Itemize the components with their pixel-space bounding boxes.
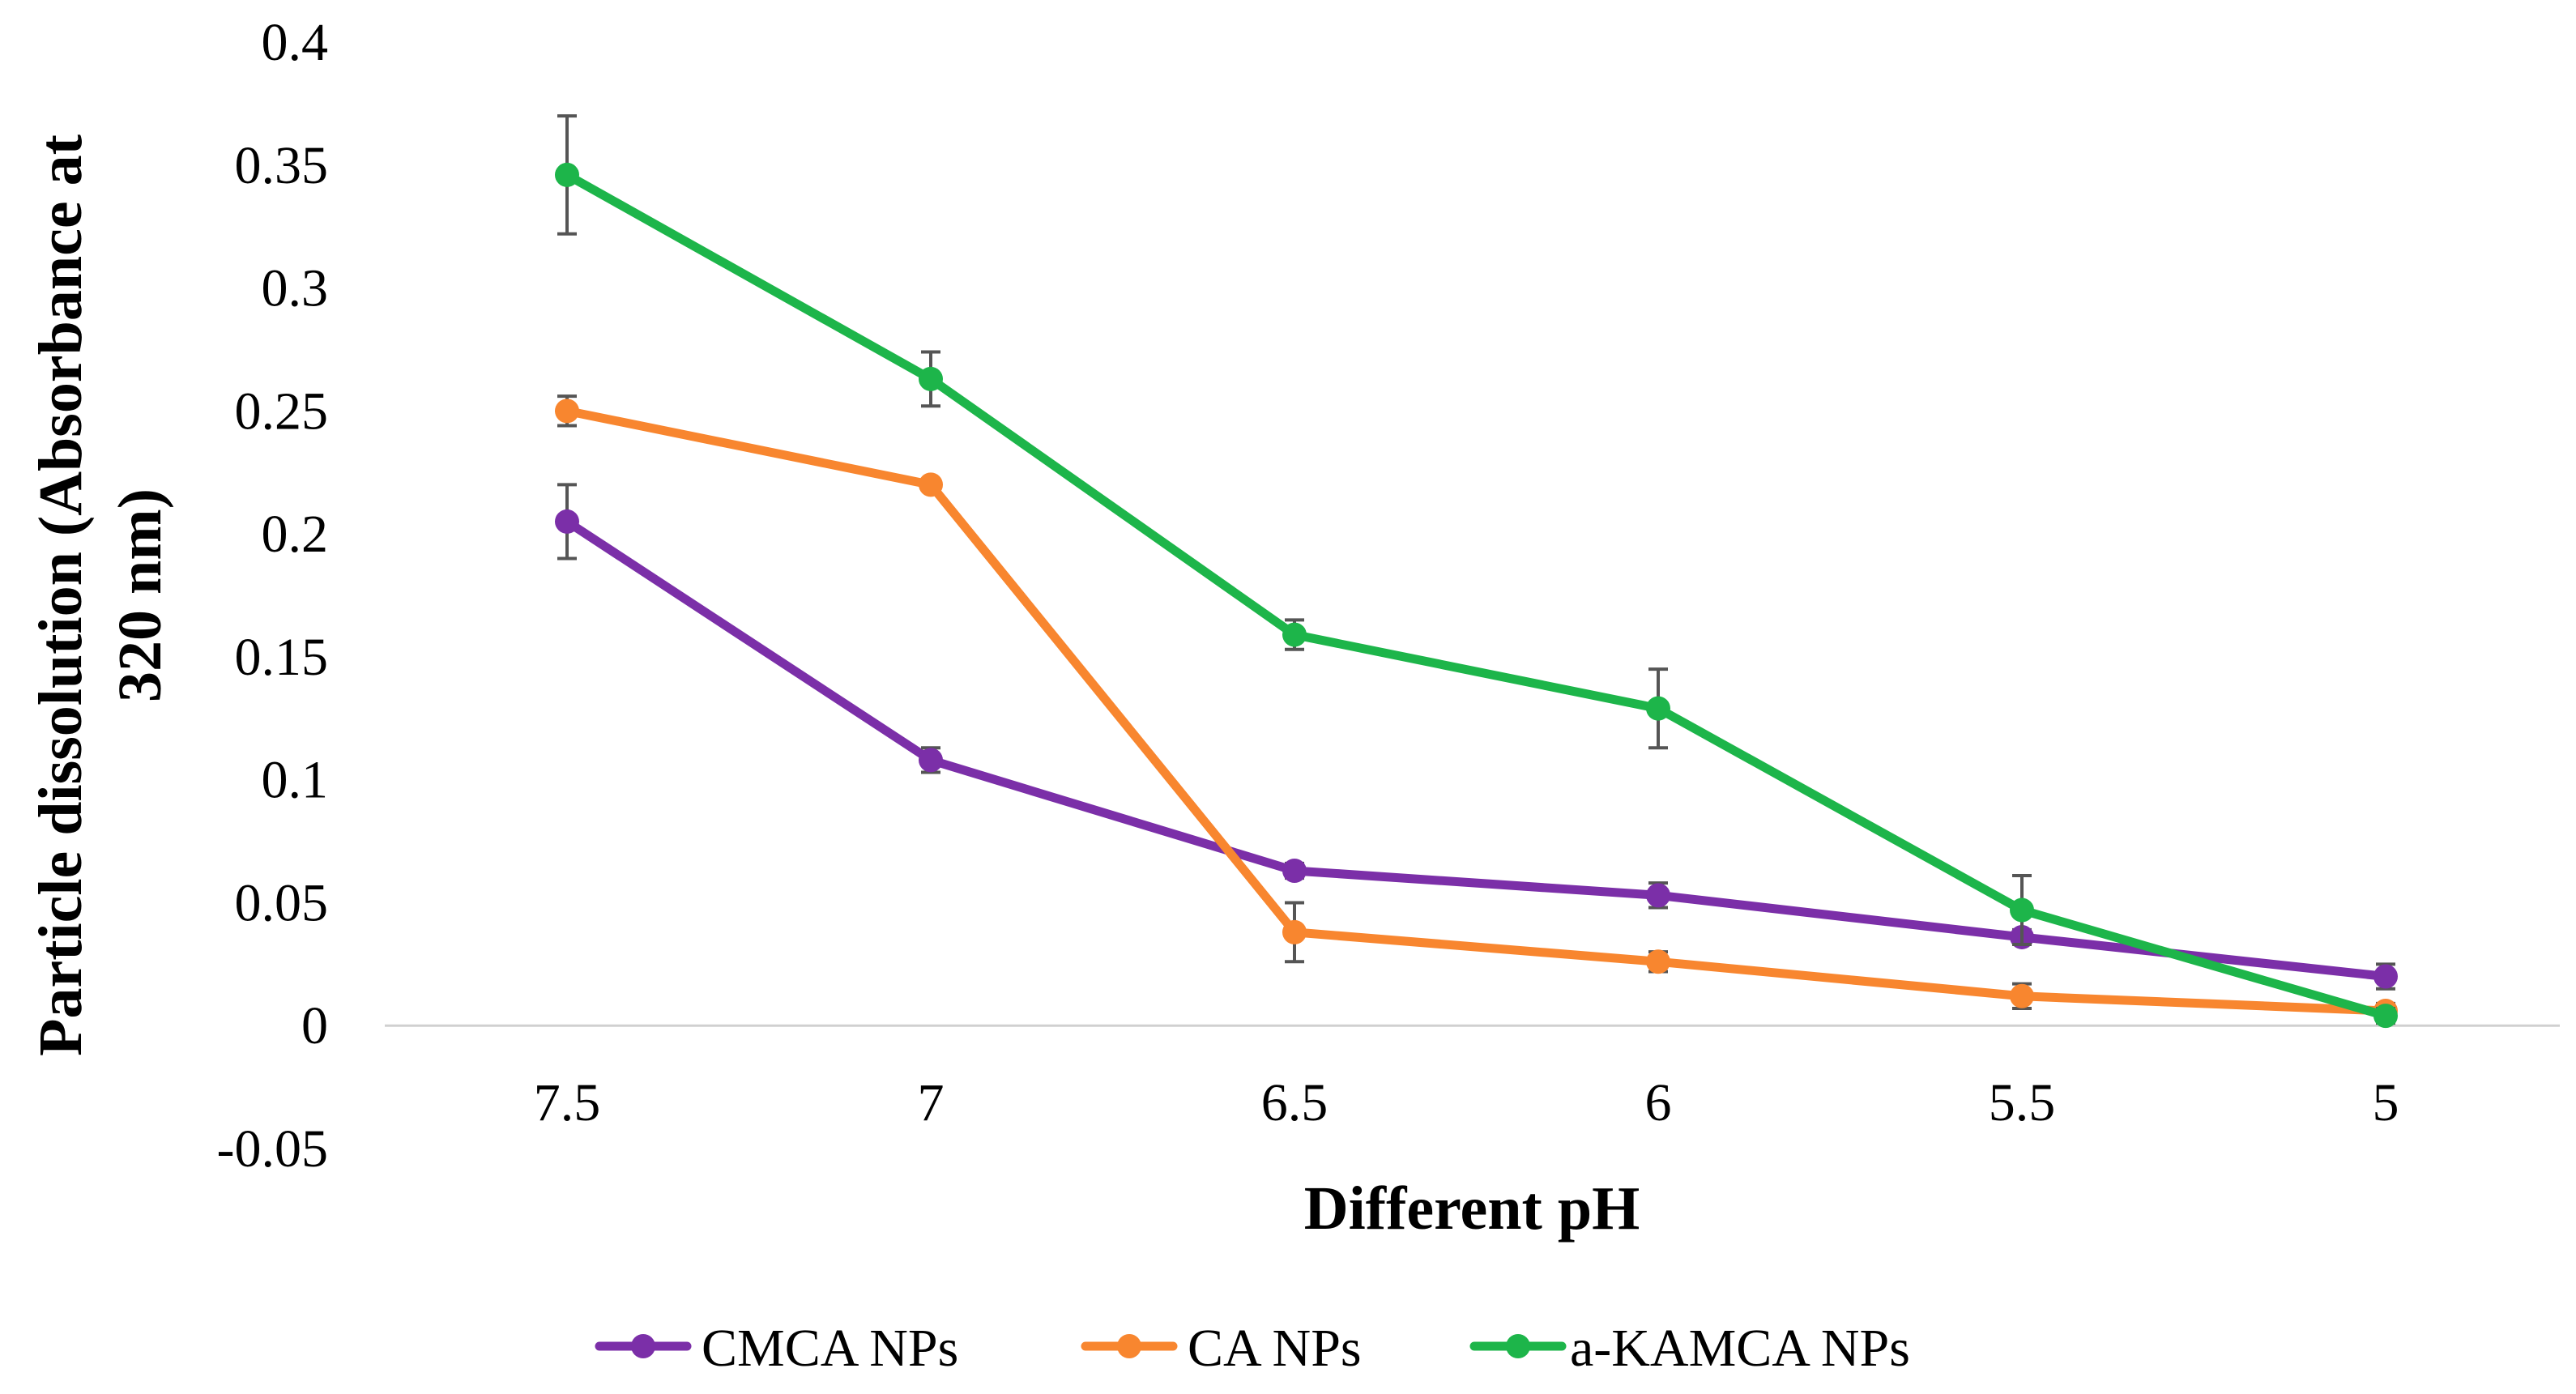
data-point	[1282, 858, 1307, 883]
y-tick-label: 0.2	[262, 505, 329, 564]
data-point	[1282, 919, 1307, 944]
y-tick-label: -0.05	[217, 1119, 328, 1179]
y-axis-title-line-2: 320 nm)	[106, 488, 174, 702]
legend-label: CA NPs	[1188, 1319, 1362, 1378]
legend-label: CMCA NPs	[702, 1319, 958, 1378]
data-point	[2010, 983, 2034, 1008]
y-axis-ticks: -0.05 0 0.05 0.1 0.15 0.2 0.25 0.3 0.35 0.4	[217, 13, 328, 1179]
legend-label: a-KAMCA NPs	[1570, 1319, 1910, 1378]
data-point	[555, 399, 579, 424]
legend: CMCA NPs CA NPs a-KAMCA NPs	[595, 1319, 1910, 1378]
x-tick-label: 6.5	[1261, 1073, 1329, 1132]
y-tick-label: 0	[301, 996, 328, 1055]
data-point	[555, 162, 579, 187]
data-point	[919, 472, 943, 497]
legend-item: a-KAMCA NPs	[1469, 1319, 1910, 1378]
x-axis-ticks: 7.5 7 6.5 6 5.5 5	[534, 1073, 2399, 1132]
y-tick-label: 0.25	[235, 382, 329, 441]
x-tick-label: 7	[918, 1073, 945, 1132]
data-point	[1646, 949, 1670, 974]
data-point	[555, 509, 579, 534]
data-point	[2373, 1004, 2398, 1029]
legend-swatch-marker	[631, 1334, 655, 1358]
x-tick-label: 7.5	[534, 1073, 601, 1132]
legend-item: CA NPs	[1081, 1319, 1362, 1378]
series-line	[562, 170, 2390, 1021]
data-point	[1646, 883, 1670, 908]
y-tick-label: 0.4	[262, 13, 329, 72]
legend-swatch-marker	[1117, 1334, 1141, 1358]
data-point	[919, 366, 943, 391]
legend-item: CMCA NPs	[595, 1319, 958, 1378]
series-line	[562, 517, 2390, 982]
series-2	[555, 114, 2398, 1029]
y-tick-label: 0.15	[235, 628, 329, 687]
y-tick-label: 0.1	[262, 751, 329, 810]
series-layer	[555, 114, 2398, 1029]
legend-swatch-marker	[1506, 1334, 1530, 1358]
x-tick-label: 6	[1645, 1073, 1672, 1132]
x-axis-title: Different pH	[1304, 1174, 1640, 1243]
data-point	[2373, 964, 2398, 989]
series-line	[562, 406, 2390, 1016]
data-point	[1282, 622, 1307, 647]
y-axis-title-line-1: Particle dissolution (Absorbance at	[27, 134, 95, 1056]
x-tick-label: 5	[2373, 1073, 2399, 1132]
y-axis-title: Particle dissolution (Absorbance at 320 …	[27, 134, 174, 1056]
y-tick-label: 0.05	[235, 873, 329, 932]
data-point	[1646, 696, 1670, 721]
y-tick-label: 0.3	[262, 259, 329, 318]
data-point	[919, 748, 943, 773]
x-tick-label: 5.5	[1989, 1073, 2056, 1132]
series-1	[555, 394, 2398, 1024]
series-0	[555, 483, 2398, 991]
y-tick-label: 0.35	[235, 136, 329, 195]
data-point	[2010, 897, 2034, 923]
